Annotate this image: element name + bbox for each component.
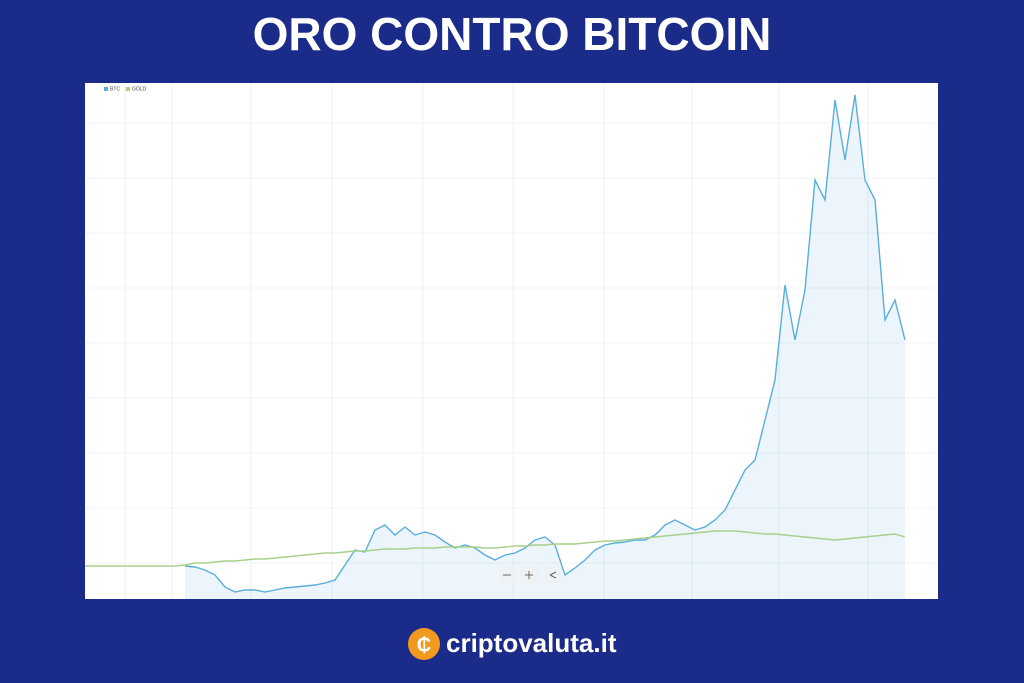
area [185,95,905,599]
line [184,94,906,593]
plot-area [85,83,938,599]
zoom-in-icon [525,571,533,579]
share-button[interactable] [544,567,562,583]
grid [85,83,938,599]
brand-logo-mark: ₵ [417,634,431,656]
legend-label: BTC [110,86,120,92]
plot [85,94,906,599]
brand-name: criptovaluta.it [446,628,617,658]
share-icon [549,571,557,579]
line [85,530,906,567]
brand-logo [408,628,440,660]
legend: BTC GOLD [104,86,147,92]
chart-title: ORO CONTRO BITCOIN [253,8,772,60]
legend-label: GOLD [132,86,147,92]
legend-swatch [126,87,130,91]
zoom-controls[interactable] [498,567,562,583]
legend-swatch [104,87,108,91]
